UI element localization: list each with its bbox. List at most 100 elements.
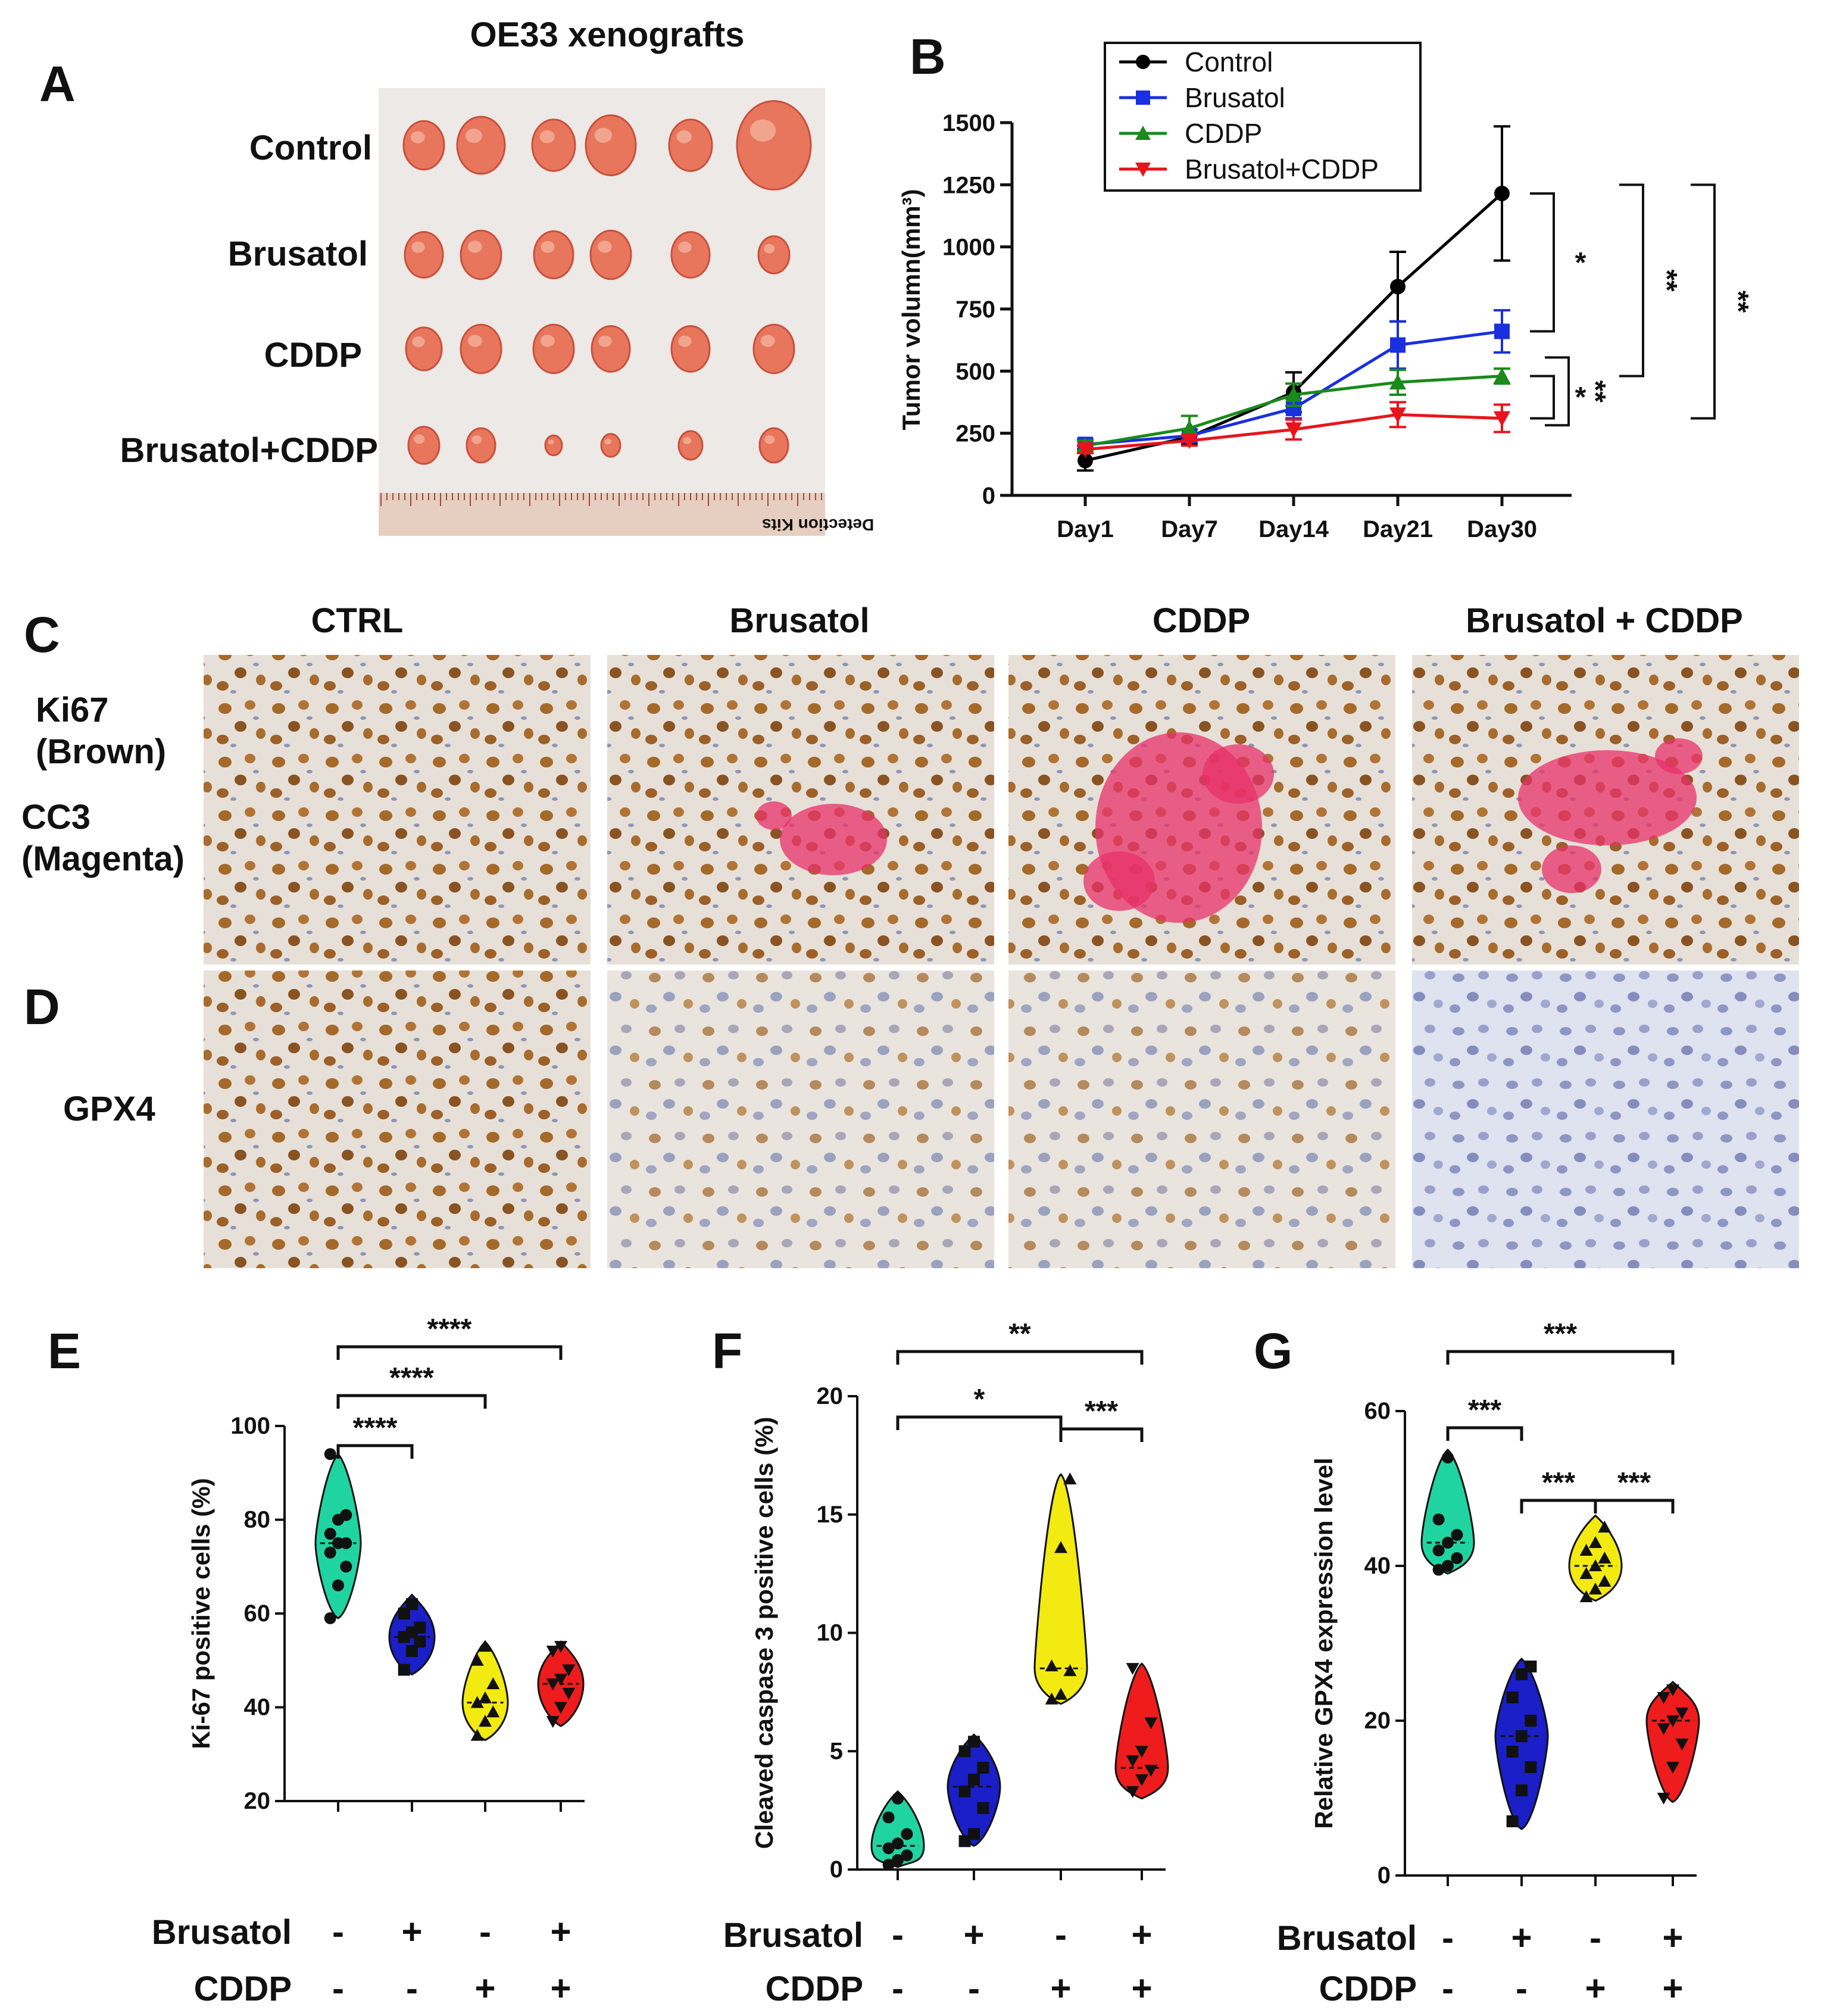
data-point: [1451, 1552, 1463, 1564]
data-point: [554, 1641, 567, 1653]
data-point: [324, 1612, 336, 1624]
data-point: [546, 1716, 560, 1728]
ruler-text: Detection Kits: [762, 516, 874, 534]
cddp-sign: +: [1662, 1968, 1683, 2008]
brusatol-sign: -: [479, 1912, 491, 1952]
tumor-highlight: [467, 335, 482, 347]
ihc-image-c: [204, 655, 591, 965]
cddp-sign: -: [332, 1968, 344, 2008]
legend-label: CDDP: [1185, 118, 1262, 149]
data-point: [1390, 279, 1406, 295]
data-point: [1675, 1739, 1689, 1750]
cc3-positive-cluster: [1655, 738, 1703, 774]
data-point: [1126, 1786, 1139, 1798]
violin-shape: [1645, 1680, 1700, 1803]
brusatol-sign: -: [1589, 1918, 1601, 1958]
tumor-sample: [402, 120, 445, 171]
data-point: [1054, 1687, 1067, 1700]
brusatol-row-label: Brusatol: [723, 1916, 863, 1955]
tumor-highlight: [760, 335, 775, 347]
significance-label: **: [1579, 380, 1611, 403]
cddp-row-label: CDDP: [766, 1970, 863, 2008]
y-axis-title: Tumor volumn(mm³): [897, 189, 925, 430]
violin-shape: [1568, 1514, 1623, 1602]
cddp-sign: -: [1516, 1968, 1528, 2008]
y-tick-label: 20: [1364, 1708, 1391, 1734]
data-point: [1181, 420, 1198, 436]
panel-letter-e: E: [48, 1323, 81, 1379]
cddp-sign: -: [1442, 1968, 1454, 2008]
data-point: [958, 1745, 971, 1758]
y-tick-label: 80: [244, 1507, 271, 1533]
y-tick-label: 15: [817, 1502, 844, 1528]
panel-letter-d: D: [24, 979, 60, 1035]
significance-bracket: [1545, 356, 1570, 427]
tumor-highlight: [466, 129, 482, 143]
cddp-sign: +: [1050, 1968, 1071, 2008]
data-point: [479, 1640, 492, 1652]
data-point: [398, 1608, 410, 1619]
tumor-sample: [670, 231, 711, 279]
data-point: [470, 1728, 484, 1741]
data-point: [562, 1664, 576, 1677]
tumor-highlight: [414, 434, 425, 444]
data-point: [1135, 1774, 1148, 1786]
data-point: [1144, 1717, 1158, 1730]
tumor-highlight: [467, 241, 482, 253]
data-point: [882, 1859, 895, 1871]
y-tick-label: 1250: [942, 172, 995, 198]
y-tick-label: 20: [244, 1788, 271, 1814]
data-point: [1598, 1521, 1611, 1533]
tumor-highlight: [598, 335, 612, 347]
data-point: [406, 1645, 418, 1657]
y-tick-label: 0: [830, 1856, 843, 1883]
data-point: [968, 1736, 980, 1748]
x-tick-label: Day21: [1363, 516, 1433, 542]
brusatol-row-label: Brusatol: [1277, 1919, 1417, 1958]
y-tick-label: 40: [244, 1694, 271, 1721]
brusatol-sign: -: [1442, 1918, 1454, 1958]
ihc-gpx4-images: [204, 970, 1799, 1268]
y-tick-label: 60: [1364, 1398, 1391, 1424]
tumor-highlight: [412, 336, 425, 347]
violin-shape: [1033, 1473, 1088, 1705]
legend-marker: [1135, 163, 1151, 177]
data-point: [892, 1854, 904, 1867]
data-point: [479, 1691, 492, 1703]
cc3-positive-cluster: [780, 804, 887, 875]
significance-bracket: [1530, 192, 1555, 333]
data-point: [1657, 1793, 1670, 1805]
y-tick-label: 0: [982, 483, 995, 509]
tumor-sample: [585, 114, 637, 176]
y-tick-label: 500: [955, 358, 995, 385]
ki67-violin-chart: 20 40 60 80 100 Ki-67 positive cells (%) **** *…: [152, 1313, 585, 2008]
tumor-sample: [404, 231, 444, 279]
significance-bracket: [1520, 1499, 1597, 1513]
cc3-positive-cluster: [756, 801, 792, 830]
row-label-cddp: CDDP: [264, 336, 362, 375]
data-point: [562, 1687, 576, 1700]
data-point: [324, 1448, 336, 1460]
data-point: [340, 1561, 352, 1573]
cc3-positive-cluster: [1542, 845, 1601, 893]
data-point: [1126, 1755, 1139, 1768]
data-point: [1506, 1815, 1519, 1827]
violin-shape: [314, 1453, 362, 1619]
ihc-image-d: [1008, 970, 1395, 1268]
y-axis-title: Ki-67 positive cells (%): [187, 1478, 215, 1749]
tumor-sample: [670, 325, 711, 373]
legend-marker: [1135, 126, 1151, 140]
ihc-image-c: [607, 655, 994, 965]
stain-label-gpx4: GPX4: [63, 1090, 155, 1128]
data-point: [1589, 1583, 1602, 1594]
cddp-sign: -: [968, 1968, 980, 2008]
tumor-highlight: [749, 119, 776, 142]
data-point: [1077, 442, 1094, 458]
tumor-sample: [591, 325, 631, 373]
data-point: [1666, 1684, 1679, 1696]
data-point: [470, 1653, 484, 1666]
tumor-highlight: [411, 241, 425, 253]
y-axis-title: Relative GPX4 expression level: [1310, 1458, 1338, 1828]
data-point: [1494, 367, 1510, 383]
